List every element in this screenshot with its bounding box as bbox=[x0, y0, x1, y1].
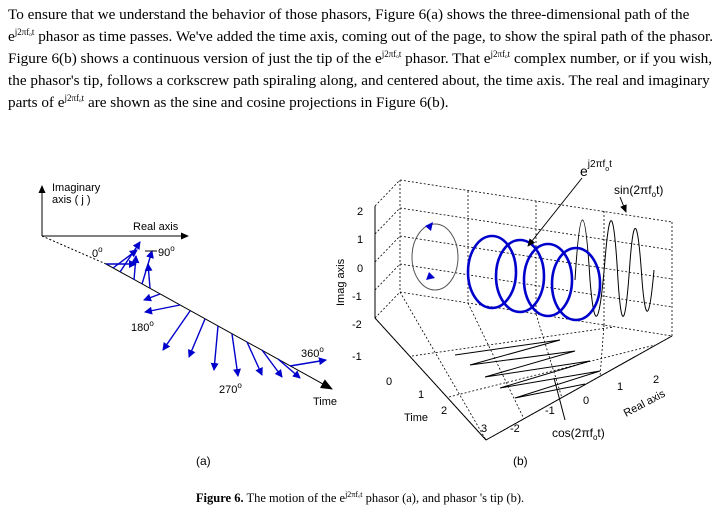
circle-arrow-bottom bbox=[426, 272, 435, 280]
phasor-13 bbox=[261, 349, 283, 378]
angle-label-270: 270o bbox=[219, 381, 242, 396]
cosine-projection bbox=[454, 339, 601, 399]
para-text-1: To ensure that we understand the behavio… bbox=[8, 6, 690, 45]
real-tick: 0 bbox=[583, 395, 589, 407]
circle-arrow-top bbox=[425, 222, 433, 231]
real-tick: 2 bbox=[653, 374, 659, 386]
phasor-9 bbox=[188, 318, 206, 358]
phasor-14 bbox=[277, 358, 301, 379]
box-grid bbox=[374, 179, 673, 441]
exp-label: ej2πfot bbox=[580, 159, 612, 179]
sin-label: sin(2πfot) bbox=[614, 183, 663, 199]
para-text-5: are shown as the sine and cosine project… bbox=[84, 94, 449, 111]
figure-b-sublabel: (b) bbox=[513, 454, 528, 468]
caption-text-2: phasor (a), and phasor 's tip (b). bbox=[362, 491, 525, 505]
imag-tick: -2 bbox=[352, 319, 362, 331]
angle-label-90: 90o bbox=[158, 244, 175, 259]
time-tick: 1 bbox=[418, 389, 424, 401]
phasor-3 bbox=[131, 255, 140, 281]
para-exponent-2: j2πfₒt bbox=[381, 48, 402, 59]
figure-a-sublabel: (a) bbox=[196, 454, 211, 468]
para-exponent-4: j2πfₒt bbox=[64, 92, 85, 103]
time-tick: 2 bbox=[441, 405, 447, 417]
exp-leader bbox=[527, 177, 583, 247]
phasor-12 bbox=[246, 341, 263, 376]
imag-tick: 2 bbox=[357, 206, 363, 218]
real-tick: -1 bbox=[545, 405, 555, 417]
real-axis-title: Real axis bbox=[622, 388, 668, 420]
phasor-5 bbox=[144, 263, 153, 289]
angle-label-0: 0o bbox=[92, 245, 103, 260]
para-text-2: phasor as time passes. We've added the t… bbox=[8, 28, 713, 67]
imag-axis-title: Imag axis bbox=[335, 258, 347, 306]
imag-axis-label-2: axis ( j ) bbox=[52, 194, 91, 206]
caption-text-1: The motion of the e bbox=[243, 491, 346, 505]
para-text-3: phasor. That e bbox=[401, 50, 491, 67]
figure-b: ej2πfot sin(2πfot) cos(2πfot) Imag axis … bbox=[335, 159, 673, 468]
phasor-8 bbox=[162, 310, 191, 351]
real-axis-label: Real axis bbox=[133, 221, 179, 233]
phasor-2 bbox=[119, 241, 141, 273]
cos-leader bbox=[553, 377, 566, 421]
time-axis-line bbox=[105, 263, 333, 390]
circle-projection bbox=[411, 223, 459, 291]
phasor-7 bbox=[144, 304, 181, 315]
sin-leader bbox=[619, 196, 627, 213]
cos-label: cos(2πfot) bbox=[552, 426, 605, 442]
para-exponent-1: j2πfₒt bbox=[14, 26, 35, 37]
angle-label-360: 360o bbox=[301, 345, 324, 360]
imag-tick: 0 bbox=[357, 263, 363, 275]
caption-exponent: j2πfₒt bbox=[345, 489, 363, 499]
sine-projection bbox=[574, 219, 655, 317]
phasor-15 bbox=[289, 357, 327, 367]
para-text-4: complex number, or if you wish, the phas… bbox=[8, 50, 713, 111]
phasor-4 bbox=[141, 250, 154, 285]
para-exponent-3: j2πfₒt bbox=[490, 48, 511, 59]
helix-path bbox=[466, 234, 602, 322]
time-axis-label: Time bbox=[313, 396, 337, 408]
phasor-11 bbox=[231, 333, 241, 377]
angle-label-180: 180o bbox=[131, 319, 154, 334]
phasor-6 bbox=[143, 293, 161, 302]
real-tick: -2 bbox=[510, 423, 520, 435]
imag-axis-label-1: Imaginary bbox=[52, 182, 101, 194]
time-tick: -1 bbox=[352, 351, 362, 363]
body-paragraph: To ensure that we understand the behavio… bbox=[8, 4, 714, 114]
phasor-10 bbox=[210, 325, 219, 371]
time-tick: 0 bbox=[386, 376, 392, 388]
imag-tick: 1 bbox=[357, 234, 363, 246]
imag-tick: -1 bbox=[352, 291, 362, 303]
phasor-arrows bbox=[106, 241, 327, 379]
time-tick: 3 bbox=[481, 423, 487, 435]
figure-a: Imaginary axis ( j ) Real axis Time 0o 9… bbox=[38, 182, 337, 468]
time-axis-title: Time bbox=[404, 412, 428, 424]
figure-caption: Figure 6. The motion of the ej2πfₒt phas… bbox=[0, 489, 720, 506]
caption-label: Figure 6. bbox=[195, 491, 244, 505]
box-axes bbox=[374, 206, 673, 441]
real-tick: 1 bbox=[617, 381, 623, 393]
